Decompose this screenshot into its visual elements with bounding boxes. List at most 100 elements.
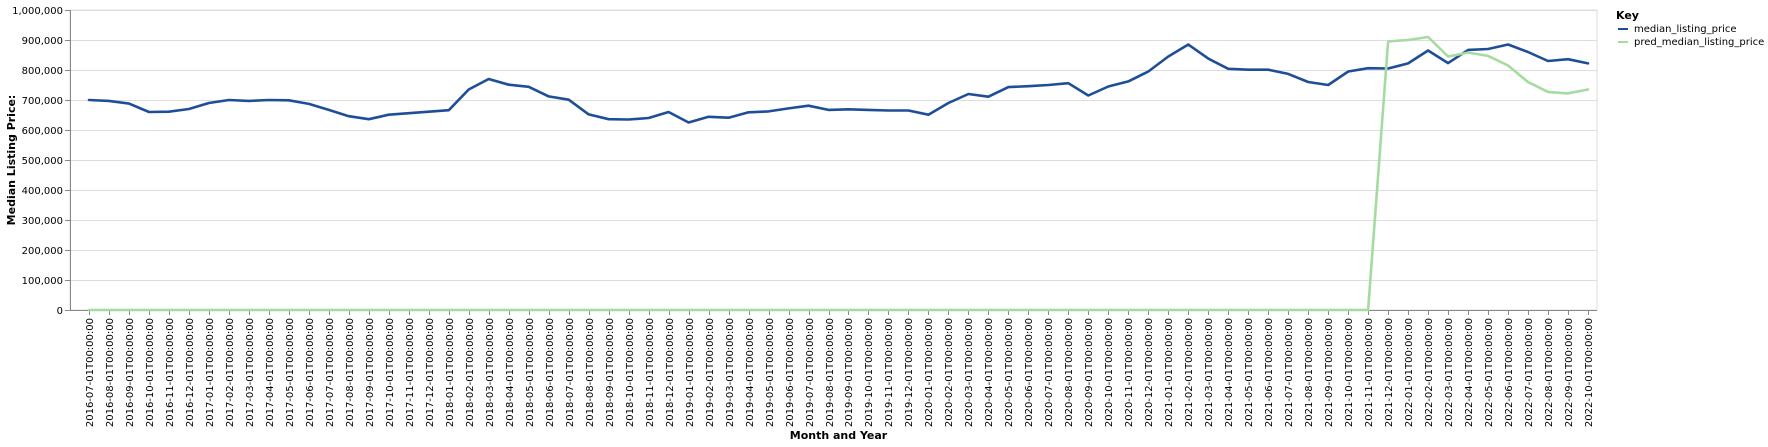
x-tick-label: 2017-07-01T00:00:00 [325, 318, 336, 427]
x-tick-label: 2016-09-01T00:00:00 [125, 318, 136, 427]
x-tick-label: 2021-01-01T00:00:00 [1164, 318, 1175, 427]
y-tick-label: 500,000 [22, 156, 63, 167]
x-tick-label: 2019-03-01T00:00:00 [725, 318, 736, 427]
x-tick-label: 2019-07-01T00:00:00 [805, 318, 816, 427]
x-tick-label: 2018-11-01T00:00:00 [645, 318, 656, 427]
x-tick-label: 2022-03-01T00:00:00 [1444, 318, 1455, 427]
x-tick-label: 2022-10-01T00:00:00 [1584, 318, 1595, 427]
x-tick-label: 2017-03-01T00:00:00 [245, 318, 256, 427]
x-tick-label: 2018-04-01T00:00:00 [505, 318, 516, 427]
x-tick-label: 2020-05-01T00:00:00 [1004, 318, 1015, 427]
x-tick-label: 2021-08-01T00:00:00 [1304, 318, 1315, 427]
x-tick-label: 2021-04-01T00:00:00 [1224, 318, 1235, 427]
x-tick-label: 2016-08-01T00:00:00 [105, 318, 116, 427]
legend-item-label: pred_median_listing_price [1634, 37, 1764, 48]
x-tick-label: 2018-03-01T00:00:00 [485, 318, 496, 427]
y-tick-label: 200,000 [22, 246, 63, 257]
legend-title: Key [1616, 9, 1639, 22]
x-tick-label: 2016-07-01T00:00:00 [85, 318, 96, 427]
x-tick-label: 2019-09-01T00:00:00 [844, 318, 855, 427]
x-tick-label: 2021-05-01T00:00:00 [1244, 318, 1255, 427]
x-tick-label: 2020-11-01T00:00:00 [1124, 318, 1135, 427]
y-tick-label: 800,000 [22, 66, 63, 77]
y-tick-label: 400,000 [22, 186, 63, 197]
x-tick-label: 2018-07-01T00:00:00 [565, 318, 576, 427]
x-tick-label: 2016-10-01T00:00:00 [145, 318, 156, 427]
x-tick-label: 2021-11-01T00:00:00 [1364, 318, 1375, 427]
x-tick-label: 2020-04-01T00:00:00 [984, 318, 995, 427]
y-tick-label: 300,000 [22, 216, 63, 227]
y-axis: 0 100,000 200,000 300,000 400,000 500,000 600,… [12, 6, 71, 317]
x-tick-label: 2019-02-01T00:00:00 [705, 318, 716, 427]
y-tick-label: 100,000 [22, 276, 63, 287]
y-axis-title: Median Listing Price: [5, 95, 18, 226]
x-tick-label: 2020-01-01T00:00:00 [924, 318, 935, 427]
x-tick-label: 2022-05-01T00:00:00 [1484, 318, 1495, 427]
x-tick-label: 2018-05-01T00:00:00 [525, 318, 536, 427]
x-tick-label: 2017-02-01T00:00:00 [225, 318, 236, 427]
x-tick-label: 2019-04-01T00:00:00 [745, 318, 756, 427]
x-tick-label: 2019-12-01T00:00:00 [904, 318, 915, 427]
x-axis: 2016-07-01T00:00:00 2016-08-01T00:00:00 20… [70, 310, 1597, 427]
x-tick-label: 2019-05-01T00:00:00 [765, 318, 776, 427]
y-tick-label: 1,000,000 [12, 6, 63, 17]
y-tick-label: 900,000 [22, 36, 63, 47]
x-tick-label: 2018-01-01T00:00:00 [445, 318, 456, 427]
legend: Key median_listing_price pred_median_list… [1616, 9, 1764, 48]
series-line-median-listing-price [87, 43, 1590, 124]
x-tick-label: 2017-09-01T00:00:00 [365, 318, 376, 427]
x-tick-label: 2017-08-01T00:00:00 [345, 318, 356, 427]
x-tick-label: 2021-02-01T00:00:00 [1184, 318, 1195, 427]
x-tick-label: 2018-09-01T00:00:00 [605, 318, 616, 427]
x-tick-label: 2018-06-01T00:00:00 [545, 318, 556, 427]
x-tick-label: 2019-01-01T00:00:00 [685, 318, 696, 427]
x-tick-label: 2022-08-01T00:00:00 [1544, 318, 1555, 427]
series-lines [87, 35, 1590, 312]
x-tick-label: 2018-10-01T00:00:00 [625, 318, 636, 427]
x-tick-label: 2016-11-01T00:00:00 [165, 318, 176, 427]
x-tick-label: 2018-12-01T00:00:00 [665, 318, 676, 427]
x-tick-label: 2020-09-01T00:00:00 [1084, 318, 1095, 427]
x-tick-label: 2019-06-01T00:00:00 [785, 318, 796, 427]
x-tick-label: 2016-12-01T00:00:00 [185, 318, 196, 427]
x-tick-label: 2021-06-01T00:00:00 [1264, 318, 1275, 427]
x-tick-label: 2017-10-01T00:00:00 [385, 318, 396, 427]
x-tick-label: 2021-09-01T00:00:00 [1324, 318, 1335, 427]
x-tick-label: 2022-09-01T00:00:00 [1564, 318, 1575, 427]
x-tick-label: 2022-07-01T00:00:00 [1524, 318, 1535, 427]
x-tick-label: 2017-04-01T00:00:00 [265, 318, 276, 427]
x-tick-label: 2019-10-01T00:00:00 [864, 318, 875, 427]
x-tick-label: 2017-12-01T00:00:00 [425, 318, 436, 427]
series-line-pred-median-listing-price [87, 35, 1590, 312]
y-tick-label: 600,000 [22, 126, 63, 137]
x-tick-label: 2022-02-01T00:00:00 [1424, 318, 1435, 427]
x-tick-label: 2021-07-01T00:00:00 [1284, 318, 1295, 427]
x-tick-label: 2022-06-01T00:00:00 [1504, 318, 1515, 427]
legend-item-label: median_listing_price [1634, 24, 1737, 35]
x-tick-label: 2019-11-01T00:00:00 [884, 318, 895, 427]
x-tick-label: 2018-08-01T00:00:00 [585, 318, 596, 427]
x-axis-title: Month and Year [790, 429, 888, 442]
x-tick-label: 2018-02-01T00:00:00 [465, 318, 476, 427]
x-tick-label: 2020-10-01T00:00:00 [1104, 318, 1115, 427]
x-tick-label: 2019-08-01T00:00:00 [825, 318, 836, 427]
y-tick-label: 700,000 [22, 96, 63, 107]
x-tick-label: 2020-02-01T00:00:00 [944, 318, 955, 427]
x-tick-label: 2017-01-01T00:00:00 [205, 318, 216, 427]
x-tick-label: 2021-03-01T00:00:00 [1204, 318, 1215, 427]
x-tick-label: 2022-01-01T00:00:00 [1404, 318, 1415, 427]
y-tick-label: 0 [57, 306, 63, 317]
grid-lines [69, 9, 1598, 311]
x-tick-label: 2022-04-01T00:00:00 [1464, 318, 1475, 427]
x-tick-label: 2021-10-01T00:00:00 [1344, 318, 1355, 427]
x-tick-label: 2017-05-01T00:00:00 [285, 318, 296, 427]
x-tick-label: 2020-08-01T00:00:00 [1064, 318, 1075, 427]
x-tick-label: 2020-12-01T00:00:00 [1144, 318, 1155, 427]
x-tick-label: 2020-06-01T00:00:00 [1024, 318, 1035, 427]
x-tick-label: 2017-11-01T00:00:00 [405, 318, 416, 427]
x-tick-label: 2017-06-01T00:00:00 [305, 318, 316, 427]
x-tick-label: 2020-03-01T00:00:00 [964, 318, 975, 427]
x-tick-label: 2021-12-01T00:00:00 [1384, 318, 1395, 427]
x-tick-label: 2020-07-01T00:00:00 [1044, 318, 1055, 427]
